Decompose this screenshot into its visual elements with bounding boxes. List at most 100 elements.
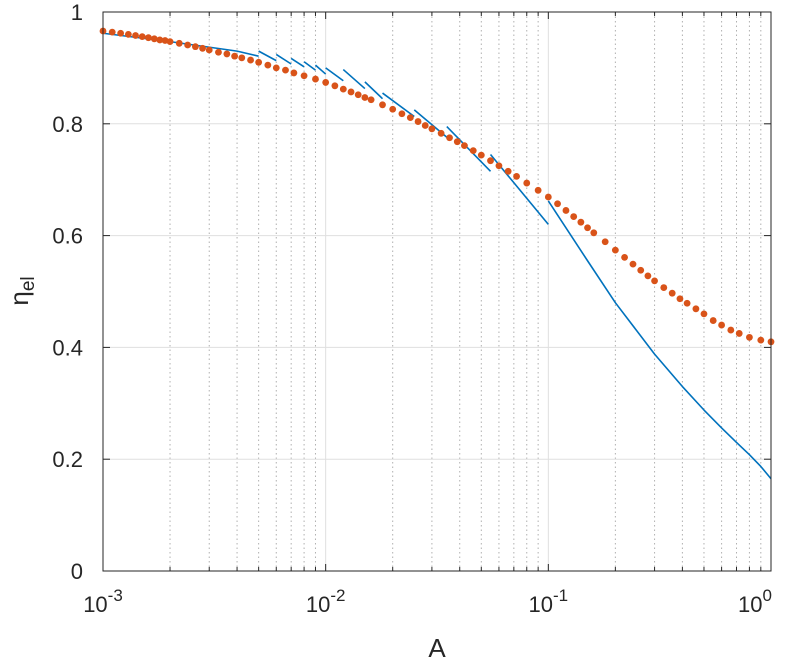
orange-dot-point <box>590 229 598 237</box>
x-tick-label-base: 10 <box>738 592 762 617</box>
orange-dot-point <box>637 266 645 274</box>
orange-dot-point <box>757 336 765 344</box>
orange-dot-point <box>166 38 174 46</box>
plot-area <box>103 12 771 571</box>
orange-dot-point <box>469 147 477 155</box>
orange-dot-point <box>718 321 725 329</box>
x-tick-label: 10-2 <box>306 586 346 617</box>
orange-dot-point <box>132 32 139 39</box>
orange-dot-point <box>727 326 735 334</box>
orange-dot-point <box>312 75 319 83</box>
orange-dot-point <box>379 101 386 109</box>
orange-dot-point <box>117 29 125 37</box>
orange-dot-point <box>554 200 561 208</box>
orange-dot-point <box>406 114 414 122</box>
x-tick-label: 10-3 <box>83 586 123 617</box>
y-tick-label: 0.8 <box>52 112 83 137</box>
orange-dot-point <box>487 157 494 165</box>
orange-dot-point <box>577 218 585 226</box>
orange-dot-point <box>660 284 668 291</box>
blue-line-segment <box>258 50 277 62</box>
orange-dot-point <box>156 36 164 44</box>
orange-dot-point <box>367 96 375 104</box>
orange-dot-point <box>611 246 619 254</box>
orange-dot-point <box>138 33 146 40</box>
x-tick-label-base: 10 <box>306 592 330 617</box>
blue-line-segment <box>547 200 772 480</box>
blue-line-segment <box>303 61 316 71</box>
orange-dot-point <box>322 79 330 86</box>
blue-line-segment <box>382 92 415 118</box>
x-tick-label: 100 <box>738 586 772 617</box>
orange-dot-point <box>683 299 691 307</box>
y-tick-labels: 0 0.2 0.4 0.6 0.8 1 <box>52 0 83 584</box>
orange-dot-point <box>428 125 436 133</box>
orange-dot-point <box>461 142 468 150</box>
y-tick-label: 1 <box>71 0 83 25</box>
axes-box <box>102 11 772 572</box>
orange-dot-point <box>437 129 445 137</box>
orange-dot-point <box>223 50 231 58</box>
orange-dot-point <box>238 54 246 62</box>
orange-dot-point <box>108 28 116 36</box>
x-tick-label-base: 10 <box>83 592 107 617</box>
blue-line-segment <box>446 126 492 172</box>
orange-dot-point <box>453 138 461 146</box>
orange-dot-point <box>651 277 658 285</box>
orange-dot-point <box>300 72 308 80</box>
orange-dot-point <box>692 305 700 313</box>
orange-dot-point <box>414 118 422 125</box>
x-tick-label-base: 10 <box>529 592 553 617</box>
blue-line-segment <box>325 67 344 82</box>
x-tick-label: 10-1 <box>529 586 569 617</box>
orange-dot-point <box>504 167 512 175</box>
blue-line-segment <box>364 81 384 100</box>
orange-dot-point <box>124 30 132 38</box>
orange-dot-point <box>272 64 280 72</box>
y-axis-label-main: η <box>4 291 34 305</box>
y-axis-label-subscript: el <box>18 276 39 291</box>
orange-dot-point <box>339 85 347 93</box>
orange-dot-point <box>192 43 199 51</box>
orange-dot-point <box>584 224 591 232</box>
orange-dot-point <box>205 46 213 54</box>
x-tick-label-exponent: -2 <box>330 586 345 605</box>
x-axis-label: A <box>428 633 446 663</box>
y-tick-label: 0.2 <box>52 447 83 472</box>
x-tick-labels: 10-3 10-2 10-1 100 <box>83 586 772 617</box>
orange-dot-point <box>735 330 743 337</box>
orange-dot-point <box>495 162 503 170</box>
x-tick-label-exponent: -3 <box>108 586 123 605</box>
y-tick-label: 0.6 <box>52 224 83 249</box>
blue-line-segment <box>342 68 366 90</box>
orange-dot-point <box>290 69 298 77</box>
orange-dot-point <box>668 289 676 297</box>
orange-dot-point <box>544 193 552 201</box>
orange-dot-point <box>282 66 289 74</box>
orange-dot-point <box>601 238 609 246</box>
orange-dot-point <box>247 56 254 64</box>
y-tick-label: 0.4 <box>52 335 83 360</box>
blue-line-segment <box>275 53 292 65</box>
orange-dot-point <box>709 317 717 324</box>
orange-dot-point <box>562 207 570 214</box>
orange-dot-point <box>255 58 263 66</box>
orange-dot-point <box>534 186 542 194</box>
orange-dot-point <box>150 35 158 43</box>
orange-dot-point <box>347 88 355 96</box>
orange-dot-point <box>389 105 397 113</box>
axes-frame <box>102 11 772 572</box>
orange-dot-point <box>523 179 531 187</box>
blue-line-segment <box>290 57 305 68</box>
data-series <box>99 27 775 480</box>
orange-dot-point <box>477 151 485 159</box>
orange-dot-point <box>199 44 206 52</box>
y-tick-label: 0 <box>71 559 83 584</box>
x-tick-label-exponent: -1 <box>553 586 568 605</box>
y-axis-label: ηel <box>4 276 39 305</box>
orange-dot-point <box>361 94 369 101</box>
orange-dot-point <box>676 295 684 303</box>
orange-dot-point <box>231 52 239 60</box>
orange-dot-point <box>746 333 753 341</box>
